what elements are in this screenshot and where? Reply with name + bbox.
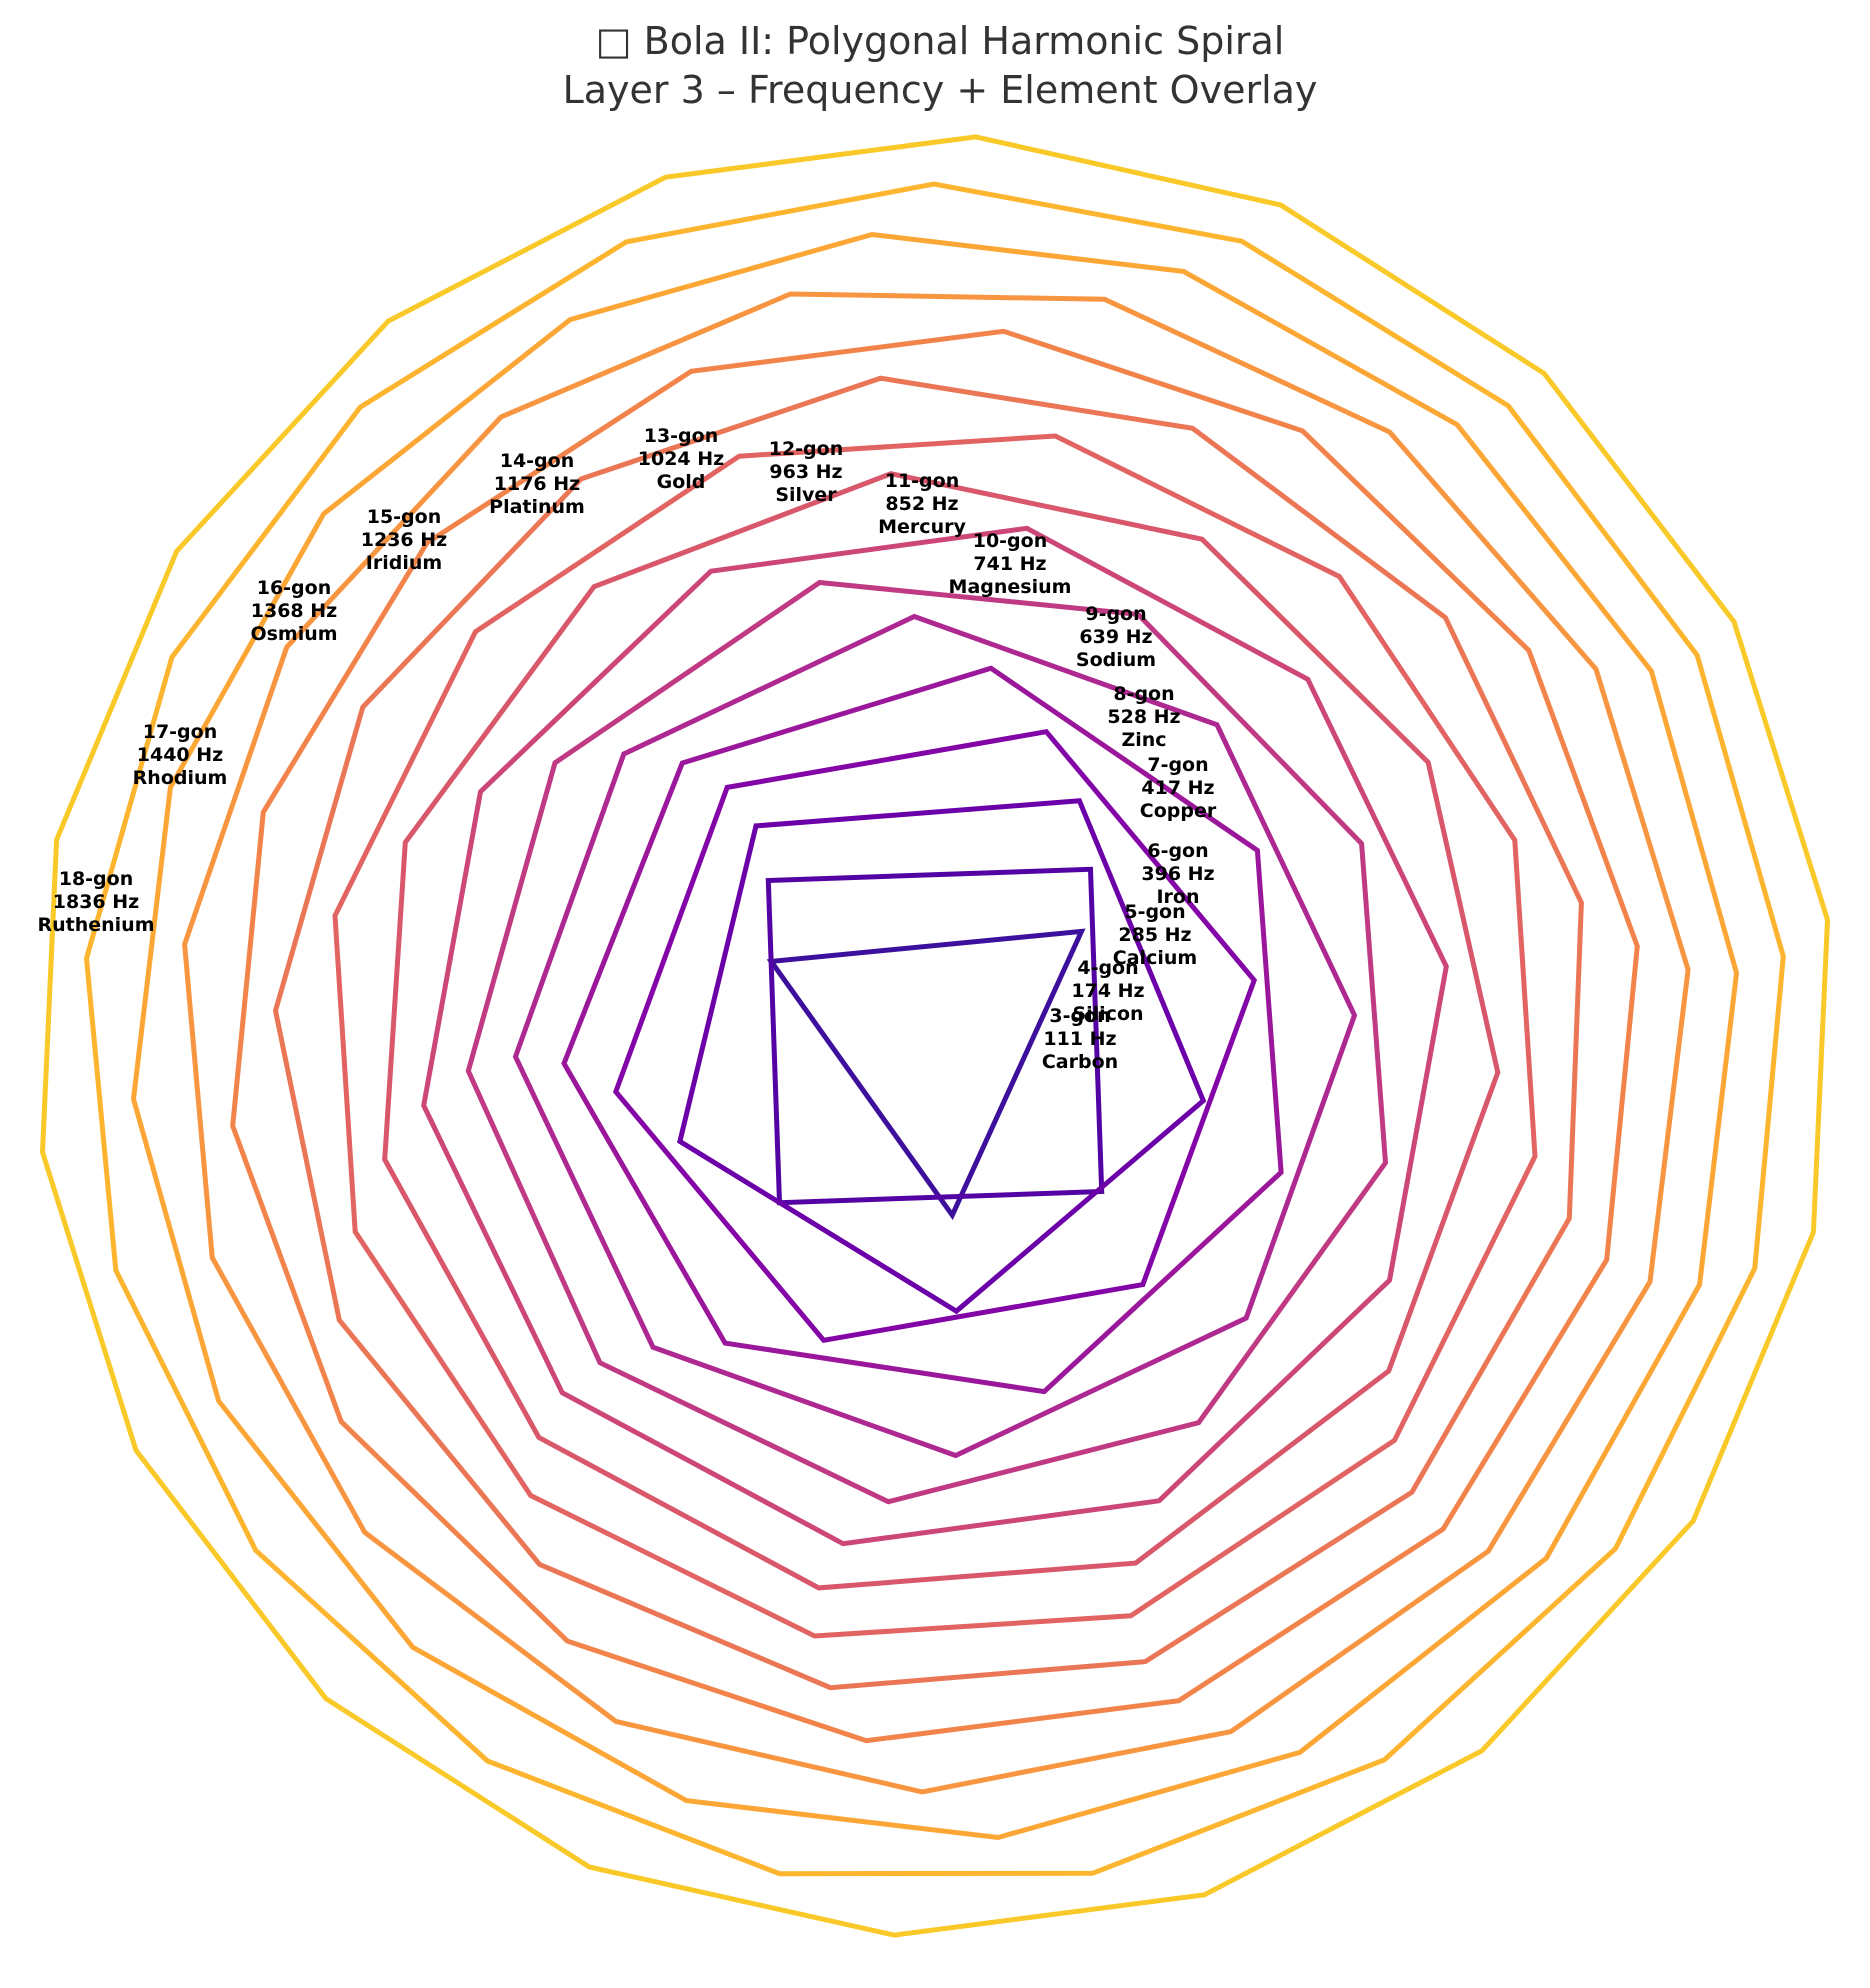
label-name: 16-gon (257, 577, 332, 599)
label-element: Calcium (1113, 947, 1197, 969)
polygon-10-gon (421, 525, 1449, 1547)
label-name: 4-gon (1077, 957, 1138, 979)
polygon-layers (39, 134, 1831, 1938)
label-name: 14-gon (500, 450, 575, 472)
label-element: Zinc (1121, 729, 1166, 751)
polygon-7-gon (561, 665, 1284, 1395)
label-name: 18-gon (59, 868, 134, 890)
label-element: Silver (775, 484, 837, 506)
polygon-9-gon (465, 579, 1389, 1505)
label-frequency: 1176 Hz (494, 473, 580, 495)
label-frequency: 396 Hz (1141, 863, 1214, 885)
label-name: 17-gon (143, 721, 218, 743)
polygon-3-gon (766, 928, 1086, 1221)
polygon-17-gon (83, 181, 1786, 1877)
label-frequency: 528 Hz (1107, 706, 1180, 728)
label-element: Carbon (1042, 1051, 1118, 1073)
polygon-8-gon (512, 613, 1358, 1459)
label-name: 3-gon (1049, 1005, 1110, 1027)
label-name: 5-gon (1124, 901, 1185, 923)
polygon-14-gon (230, 328, 1640, 1744)
label-frequency: 1024 Hz (638, 448, 724, 470)
polygon-18-gon (39, 134, 1831, 1938)
label-frequency: 174 Hz (1071, 980, 1144, 1002)
title-line-1: □ Bola II: Polygonal Harmonic Spiral (596, 19, 1285, 63)
label-frequency: 1368 Hz (251, 600, 337, 622)
label-frequency: 1440 Hz (137, 744, 223, 766)
label-name: 10-gon (973, 530, 1048, 552)
label-frequency: 639 Hz (1079, 626, 1152, 648)
label-element: Iron (1156, 886, 1199, 908)
label-element: Sodium (1076, 649, 1156, 671)
label-name: 11-gon (885, 470, 960, 492)
label-element: Rhodium (133, 767, 228, 789)
label-element: Mercury (878, 516, 966, 538)
label-name: 13-gon (644, 425, 719, 447)
label-element: Gold (657, 471, 706, 493)
label-name: 12-gon (769, 438, 844, 460)
label-frequency: 285 Hz (1118, 924, 1191, 946)
title: □ Bola II: Polygonal Harmonic Spiral Lay… (563, 19, 1318, 112)
label-name: 9-gon (1085, 603, 1146, 625)
label-element: Ruthenium (37, 914, 154, 936)
polygon-5-gon (677, 798, 1207, 1315)
label-name: 6-gon (1147, 840, 1208, 862)
polygon-15-gon (182, 291, 1691, 1795)
label-element: Silicon (1072, 1003, 1143, 1025)
label-element: Platinum (489, 496, 585, 518)
label-frequency: 963 Hz (769, 461, 842, 483)
label-frequency: 111 Hz (1043, 1028, 1116, 1050)
label-element: Magnesium (949, 576, 1072, 598)
label-name: 8-gon (1113, 683, 1174, 705)
polygon-13-gon (272, 375, 1584, 1691)
polygon-12-gon (332, 433, 1538, 1639)
polygon-11-gon (382, 471, 1501, 1591)
label-frequency: 741 Hz (973, 553, 1046, 575)
label-element: Iridium (366, 552, 442, 574)
label-frequency: 417 Hz (1141, 777, 1214, 799)
label-frequency: 1836 Hz (53, 891, 139, 913)
label-element: Osmium (250, 623, 337, 645)
title-line-2: Layer 3 – Frequency + Element Overlay (563, 68, 1318, 112)
label-element: Copper (1140, 800, 1217, 822)
label-frequency: 1236 Hz (361, 529, 447, 551)
label-frequency: 852 Hz (885, 493, 958, 515)
polygon-6-gon (612, 728, 1258, 1344)
label-name: 7-gon (1147, 754, 1208, 776)
label-name: 15-gon (367, 506, 442, 528)
polygon-16-gon (130, 231, 1740, 1841)
